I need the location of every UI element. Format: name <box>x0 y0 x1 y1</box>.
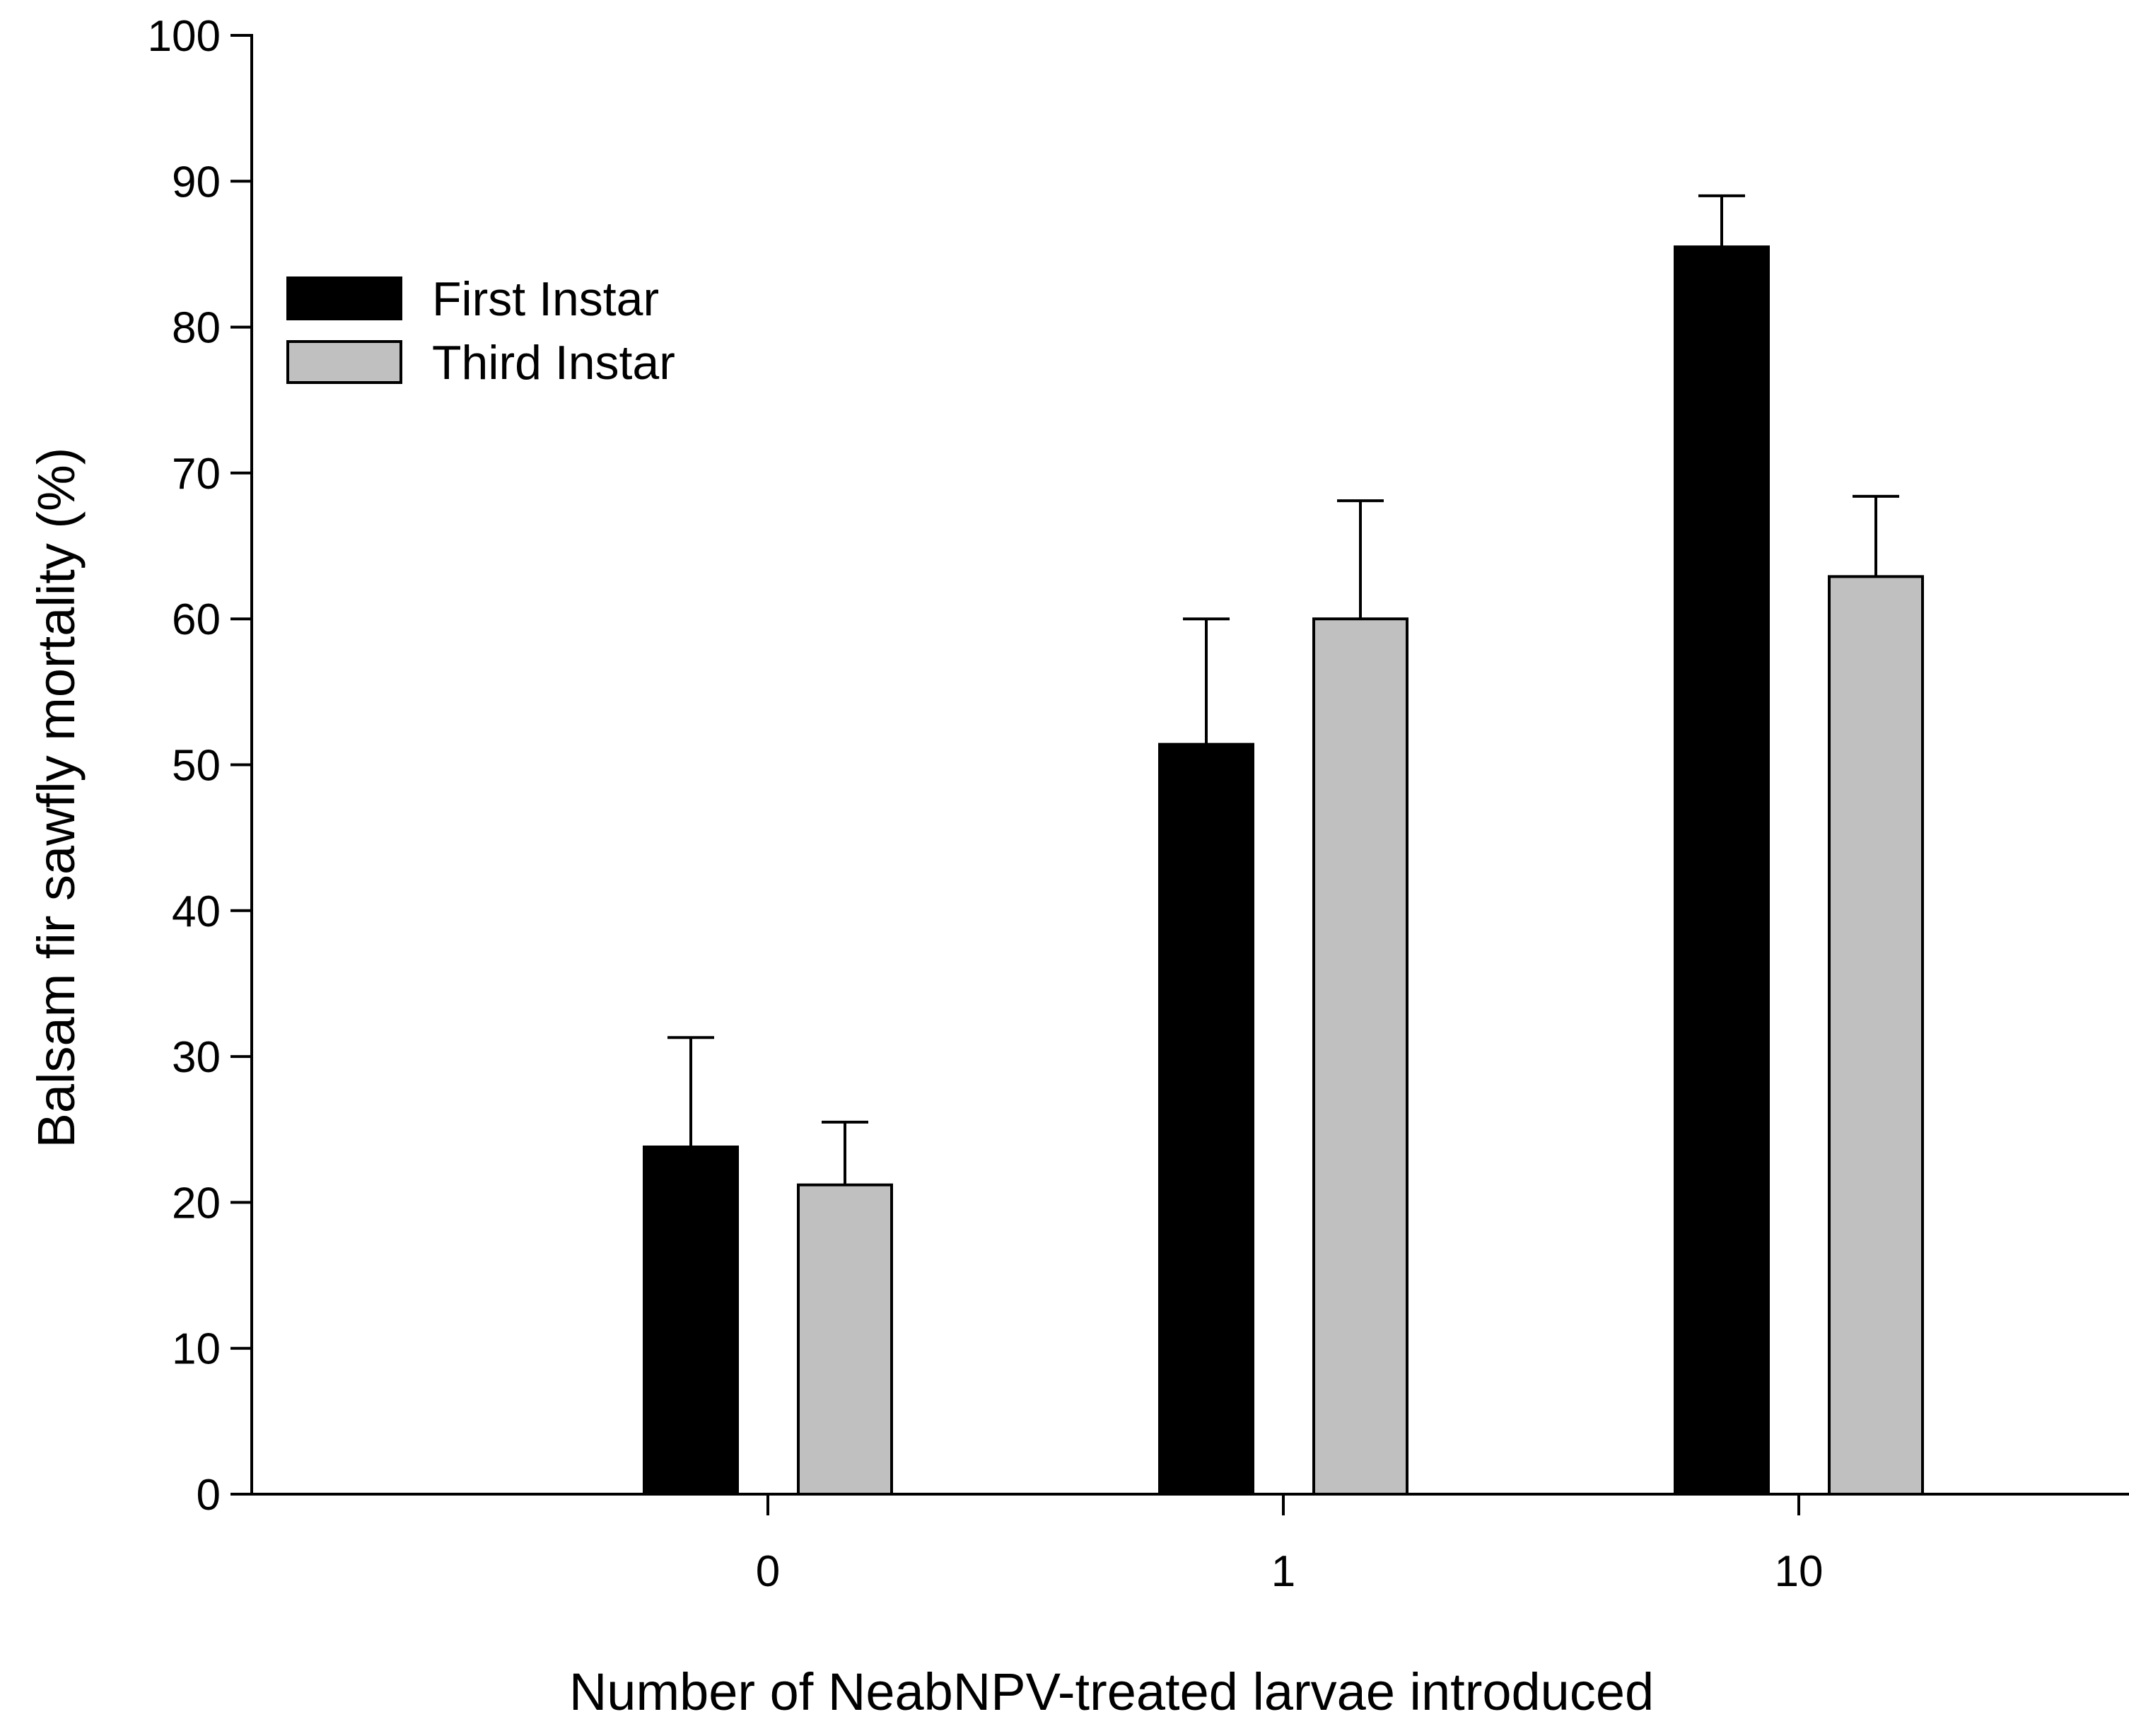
bars-layer <box>643 245 1924 1496</box>
y-tick-label: 70 <box>172 450 221 499</box>
y-tick-label: 30 <box>172 1033 221 1082</box>
y-tick-label: 60 <box>172 595 221 644</box>
bar-third-instar-cat-1 <box>1312 617 1408 1496</box>
y-axis-title: Balsam fir sawfly mortality (%) <box>27 448 86 1148</box>
x-tick-label: 1 <box>1271 1547 1295 1596</box>
y-tick-label: 20 <box>172 1179 221 1228</box>
bar-first-instar-cat-0 <box>643 1146 739 1496</box>
bar-third-instar-cat-10 <box>1828 575 1924 1496</box>
legend-swatch-third-instar <box>286 340 402 384</box>
y-tick-label: 10 <box>172 1325 221 1374</box>
y-tick-label: 50 <box>172 742 221 791</box>
error-bars-layer <box>667 194 1899 1185</box>
y-tick-label: 100 <box>148 12 221 61</box>
legend-swatch-first-instar <box>286 276 402 320</box>
x-axis-title: Number of NeabNPV-treated larvae introdu… <box>569 1662 1654 1721</box>
bar-first-instar-cat-10 <box>1674 245 1770 1496</box>
x-tick-label: 0 <box>756 1547 780 1596</box>
axes-layer: 0 10 20 30 40 50 60 70 80 90 100 0 1 10 <box>148 12 2129 1596</box>
y-tick-label: 80 <box>172 304 221 353</box>
legend: First Instar Third Instar <box>286 272 675 390</box>
bar-third-instar-cat-0 <box>797 1183 893 1496</box>
y-tick-label: 0 <box>197 1471 221 1520</box>
legend-label-third-instar: Third Instar <box>432 336 675 390</box>
y-tick-label: 40 <box>172 887 221 936</box>
y-tick-label: 90 <box>172 158 221 206</box>
bar-first-instar-cat-1 <box>1158 742 1254 1496</box>
legend-label-first-instar: First Instar <box>432 272 659 326</box>
x-tick-label: 10 <box>1775 1547 1824 1596</box>
